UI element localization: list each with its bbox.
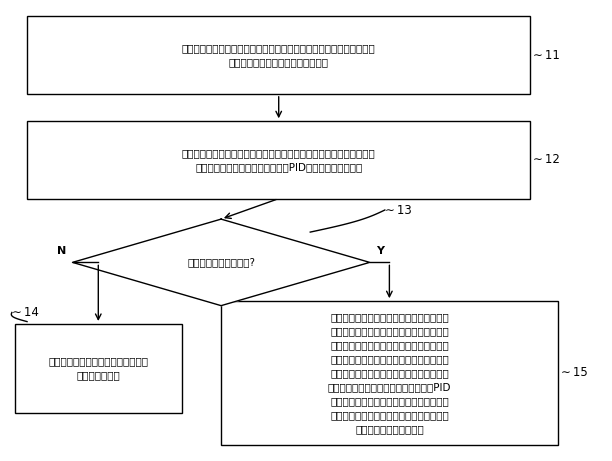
Text: N: N	[57, 246, 67, 256]
Text: 空调制冷运行，获取实时室内环境温度和设定室内目标温度，获取空调
所在室内的目标与空调间的实时距离: 空调制冷运行，获取实时室内环境温度和设定室内目标温度，获取空调 所在室内的目标与…	[182, 43, 376, 67]
Text: ∼ 15: ∼ 15	[561, 366, 588, 379]
Text: ∼ 13: ∼ 13	[385, 203, 412, 217]
Text: ∼ 12: ∼ 12	[534, 154, 561, 166]
Text: 执行第二控制：获取空调蒸发器的实时盘管
温度，根据已知的距离与盘管目标温度的对
应关系确定与实时距离对应的盘管目标温度
作为实时盘管目标温度，计算实时盘管温度
: 执行第二控制：获取空调蒸发器的实时盘管 温度，根据已知的距离与盘管目标温度的对 …	[327, 312, 451, 434]
Bar	[15, 324, 182, 413]
Polygon shape	[72, 219, 370, 306]
Text: Y: Y	[376, 246, 384, 256]
Text: 实时距离小于设定距离?: 实时距离小于设定距离?	[187, 257, 255, 267]
Text: 计算实时室内环境温度与设定室内目标温度之间的温差，作为实时室内
温差，根据实时室内温差进行室温PID运算，获得第一频率: 计算实时室内环境温度与设定室内目标温度之间的温差，作为实时室内 温差，根据实时室…	[182, 148, 376, 172]
Bar	[27, 17, 531, 94]
Text: 执行第一控制：选择第一频率控制空
调的压缩机运行: 执行第一控制：选择第一频率控制空 调的压缩机运行	[48, 356, 148, 380]
Bar	[27, 121, 531, 199]
Text: ∼ 11: ∼ 11	[534, 49, 561, 62]
Text: ∼ 14: ∼ 14	[12, 306, 39, 319]
Bar	[221, 301, 558, 444]
